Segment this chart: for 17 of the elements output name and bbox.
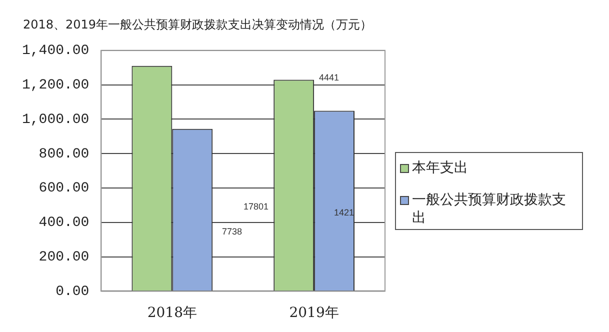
legend-label: 本年支出 (412, 159, 468, 177)
y-tick-label: 400.00 (38, 215, 90, 232)
legend-label: 一般公共预算财政拨款支出 (412, 191, 567, 227)
y-tick-label: 200.00 (38, 250, 90, 266)
y-tick-label: 0.00 (56, 284, 90, 300)
y-tick-label: 1,200.00 (22, 78, 90, 94)
annotation: 7738 (222, 226, 242, 236)
y-tick-label: 1,400.00 (22, 43, 90, 60)
annotation: 17801 (243, 201, 269, 212)
y-tick-label: 800.00 (38, 146, 90, 162)
chart-title: 2018、2019年一般公共预算财政拨款支出决算变动情况（万元） (22, 17, 372, 32)
annotation: 1421 (334, 207, 354, 218)
x-tick-label: 2019年 (289, 305, 339, 322)
y-tick-label: 1,000.00 (22, 112, 90, 128)
annotation: 4441 (318, 72, 340, 82)
x-tick-label: 2018年 (147, 305, 197, 322)
y-tick-label: 600.00 (38, 180, 90, 197)
